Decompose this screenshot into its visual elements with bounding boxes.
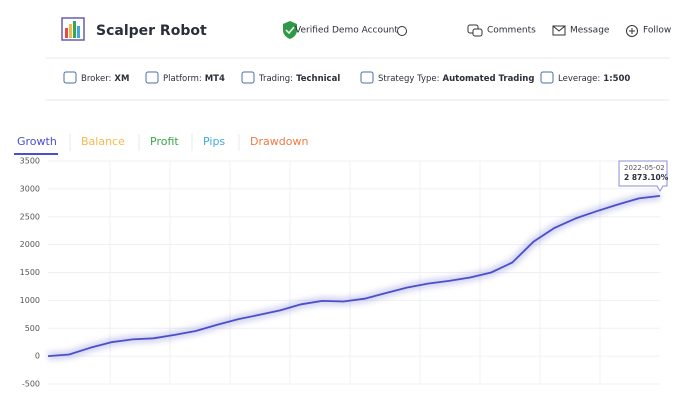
info-label: Leverage:	[558, 74, 600, 84]
info-icon	[63, 71, 77, 84]
y-tick-label: 3000	[20, 184, 40, 193]
info-value: MT4	[205, 74, 225, 84]
info-label: Broker:	[81, 74, 111, 84]
info-icon	[241, 71, 255, 84]
info-item: Strategy Type: Automated Trading	[378, 74, 534, 84]
follow-icon[interactable]	[626, 25, 638, 37]
tab[interactable]: Growth	[17, 135, 57, 148]
info-value: Automated Trading	[443, 74, 535, 84]
y-tick-label: 2500	[20, 212, 40, 221]
y-tick-label: 2000	[20, 240, 40, 249]
title: Scalper Robot	[96, 23, 207, 39]
y-tick-label: 3500	[20, 157, 40, 166]
line-glow	[47, 191, 661, 361]
tooltip-date: 2022-05-02	[624, 164, 665, 172]
action[interactable]: Comments	[487, 26, 536, 36]
y-tick-label: 1500	[20, 268, 40, 277]
info-icon	[540, 71, 554, 84]
info-value: XM	[114, 74, 129, 84]
tab[interactable]: Pips	[203, 135, 225, 148]
check	[285, 26, 295, 35]
y-tick-label: 0	[35, 352, 40, 361]
tab[interactable]: Drawdown	[250, 135, 308, 148]
info-value: 1:500	[603, 74, 630, 84]
info-value: Technical	[296, 74, 340, 84]
info-label: Platform:	[163, 74, 202, 84]
verified-icon	[283, 21, 297, 39]
verified-label: Verified Demo Account	[295, 26, 398, 36]
info-label: Strategy Type:	[378, 74, 440, 84]
y-tick-label: -500	[22, 380, 40, 389]
info-item: Broker: XM	[81, 74, 129, 84]
info-item: Leverage: 1:500	[558, 74, 630, 84]
tab[interactable]: Balance	[81, 135, 125, 148]
info-item: Trading: Technical	[258, 74, 340, 84]
info-item: Platform: MT4	[163, 74, 225, 84]
help-icon[interactable]	[397, 26, 407, 36]
tooltip-box	[618, 160, 668, 192]
message-icon[interactable]	[552, 25, 566, 36]
y-tick-label: 500	[25, 324, 40, 333]
comments-icon[interactable]	[467, 24, 483, 37]
action[interactable]: Message	[570, 26, 610, 36]
logo	[61, 17, 85, 41]
growth-line	[47, 195, 661, 357]
y-tick-label: 1000	[20, 296, 40, 305]
tooltip-value: 2 873.10%	[624, 173, 669, 182]
info-label: Trading:	[258, 74, 293, 84]
tab[interactable]: Profit	[150, 135, 179, 148]
action[interactable]: Follow	[643, 26, 671, 36]
info-icon	[360, 71, 374, 84]
info-icon	[145, 71, 159, 84]
